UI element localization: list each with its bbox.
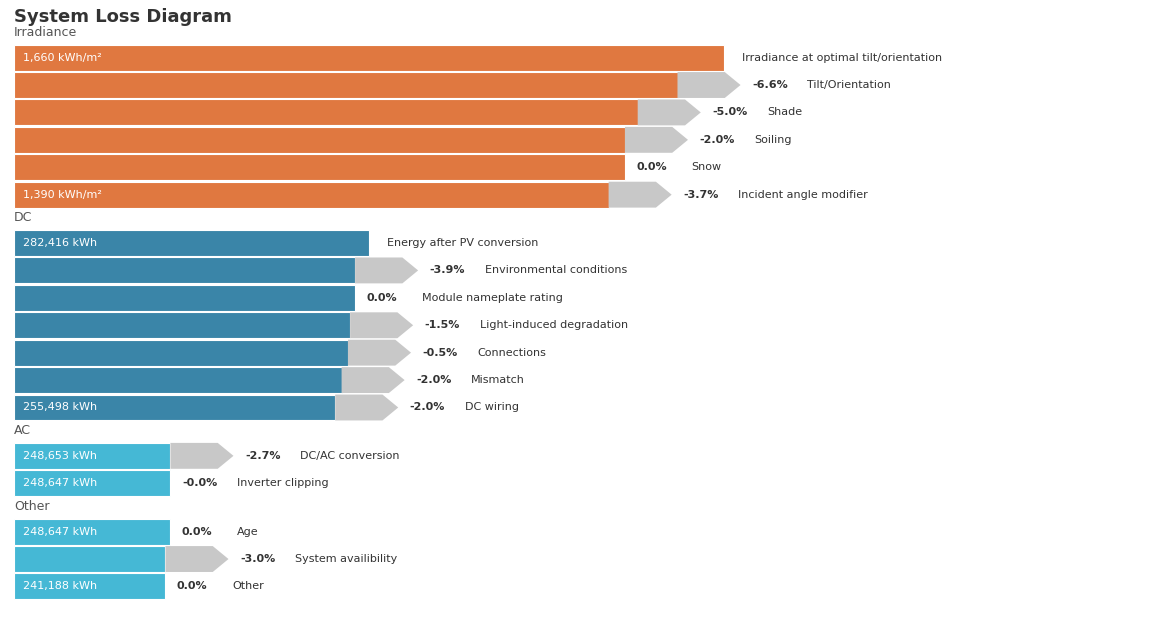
Text: 248,647 kWh: 248,647 kWh	[23, 527, 98, 537]
Bar	[14, 285, 356, 311]
Text: 0.0%: 0.0%	[182, 527, 213, 537]
Text: Irradiance at optimal tilt/orientation: Irradiance at optimal tilt/orientation	[741, 53, 942, 63]
Text: Mismatch: Mismatch	[471, 375, 525, 385]
Text: 282,416 kWh: 282,416 kWh	[23, 238, 98, 248]
Polygon shape	[166, 546, 229, 572]
Text: -2.0%: -2.0%	[410, 403, 445, 413]
Bar	[14, 367, 342, 393]
Text: Shade: Shade	[768, 108, 802, 118]
Text: System availibility: System availibility	[295, 554, 397, 564]
Bar	[14, 258, 356, 284]
Polygon shape	[609, 182, 672, 208]
Polygon shape	[170, 443, 234, 469]
Text: 0.0%: 0.0%	[366, 293, 397, 303]
Text: Irradiance: Irradiance	[14, 26, 77, 39]
Bar	[14, 182, 609, 208]
Text: 248,653 kWh: 248,653 kWh	[23, 451, 98, 461]
Polygon shape	[638, 99, 701, 125]
Polygon shape	[342, 367, 405, 393]
Text: -3.7%: -3.7%	[683, 190, 718, 199]
Text: -3.9%: -3.9%	[429, 265, 465, 275]
Text: 0.0%: 0.0%	[177, 582, 207, 591]
Text: 1,660 kWh/m²: 1,660 kWh/m²	[23, 53, 102, 63]
Text: DC/AC conversion: DC/AC conversion	[300, 451, 399, 461]
Text: 241,188 kWh: 241,188 kWh	[23, 582, 98, 591]
Text: -6.6%: -6.6%	[752, 80, 787, 90]
Polygon shape	[350, 312, 413, 338]
Text: Other: Other	[14, 500, 49, 513]
Text: -0.0%: -0.0%	[182, 479, 218, 488]
Text: Incident angle modifier: Incident angle modifier	[738, 190, 868, 199]
Bar	[14, 573, 166, 599]
Text: 1,390 kWh/m²: 1,390 kWh/m²	[23, 190, 102, 199]
Text: DC wiring: DC wiring	[465, 403, 519, 413]
Bar	[14, 312, 350, 338]
Polygon shape	[348, 340, 411, 366]
Text: -5.0%: -5.0%	[712, 108, 747, 118]
Text: Age: Age	[237, 527, 259, 537]
Bar	[14, 127, 625, 153]
Bar	[14, 546, 166, 572]
Bar	[14, 154, 625, 180]
Polygon shape	[625, 127, 688, 153]
Text: Light-induced degradation: Light-induced degradation	[480, 320, 627, 330]
Text: -3.0%: -3.0%	[239, 554, 275, 564]
Text: 0.0%: 0.0%	[637, 162, 668, 172]
Polygon shape	[678, 72, 740, 98]
Text: AC: AC	[14, 424, 31, 437]
Text: -1.5%: -1.5%	[425, 320, 460, 330]
Bar	[14, 99, 638, 125]
Bar	[14, 45, 724, 70]
Bar	[14, 72, 678, 98]
Bar	[14, 518, 170, 544]
Text: Inverter clipping: Inverter clipping	[237, 479, 328, 488]
Bar	[14, 230, 369, 256]
Bar	[14, 443, 170, 469]
Text: 248,647 kWh: 248,647 kWh	[23, 479, 98, 488]
Text: Energy after PV conversion: Energy after PV conversion	[387, 238, 538, 248]
Text: System Loss Diagram: System Loss Diagram	[14, 8, 233, 27]
Polygon shape	[356, 258, 418, 284]
Text: Module nameplate rating: Module nameplate rating	[421, 293, 563, 303]
Text: DC: DC	[14, 211, 32, 224]
Text: -2.0%: -2.0%	[700, 135, 734, 145]
Text: Soiling: Soiling	[754, 135, 792, 145]
Bar	[14, 340, 348, 366]
Text: Tilt/Orientation: Tilt/Orientation	[807, 80, 891, 90]
Text: -2.7%: -2.7%	[245, 451, 281, 461]
Text: -0.5%: -0.5%	[422, 348, 458, 358]
Text: Connections: Connections	[478, 348, 547, 358]
Bar	[14, 394, 335, 420]
Text: Snow: Snow	[692, 162, 722, 172]
Text: 255,498 kWh: 255,498 kWh	[23, 403, 98, 413]
Text: -2.0%: -2.0%	[416, 375, 451, 385]
Polygon shape	[335, 394, 398, 420]
Text: Other: Other	[233, 582, 264, 591]
Text: Environmental conditions: Environmental conditions	[485, 265, 627, 275]
Bar	[14, 470, 170, 496]
